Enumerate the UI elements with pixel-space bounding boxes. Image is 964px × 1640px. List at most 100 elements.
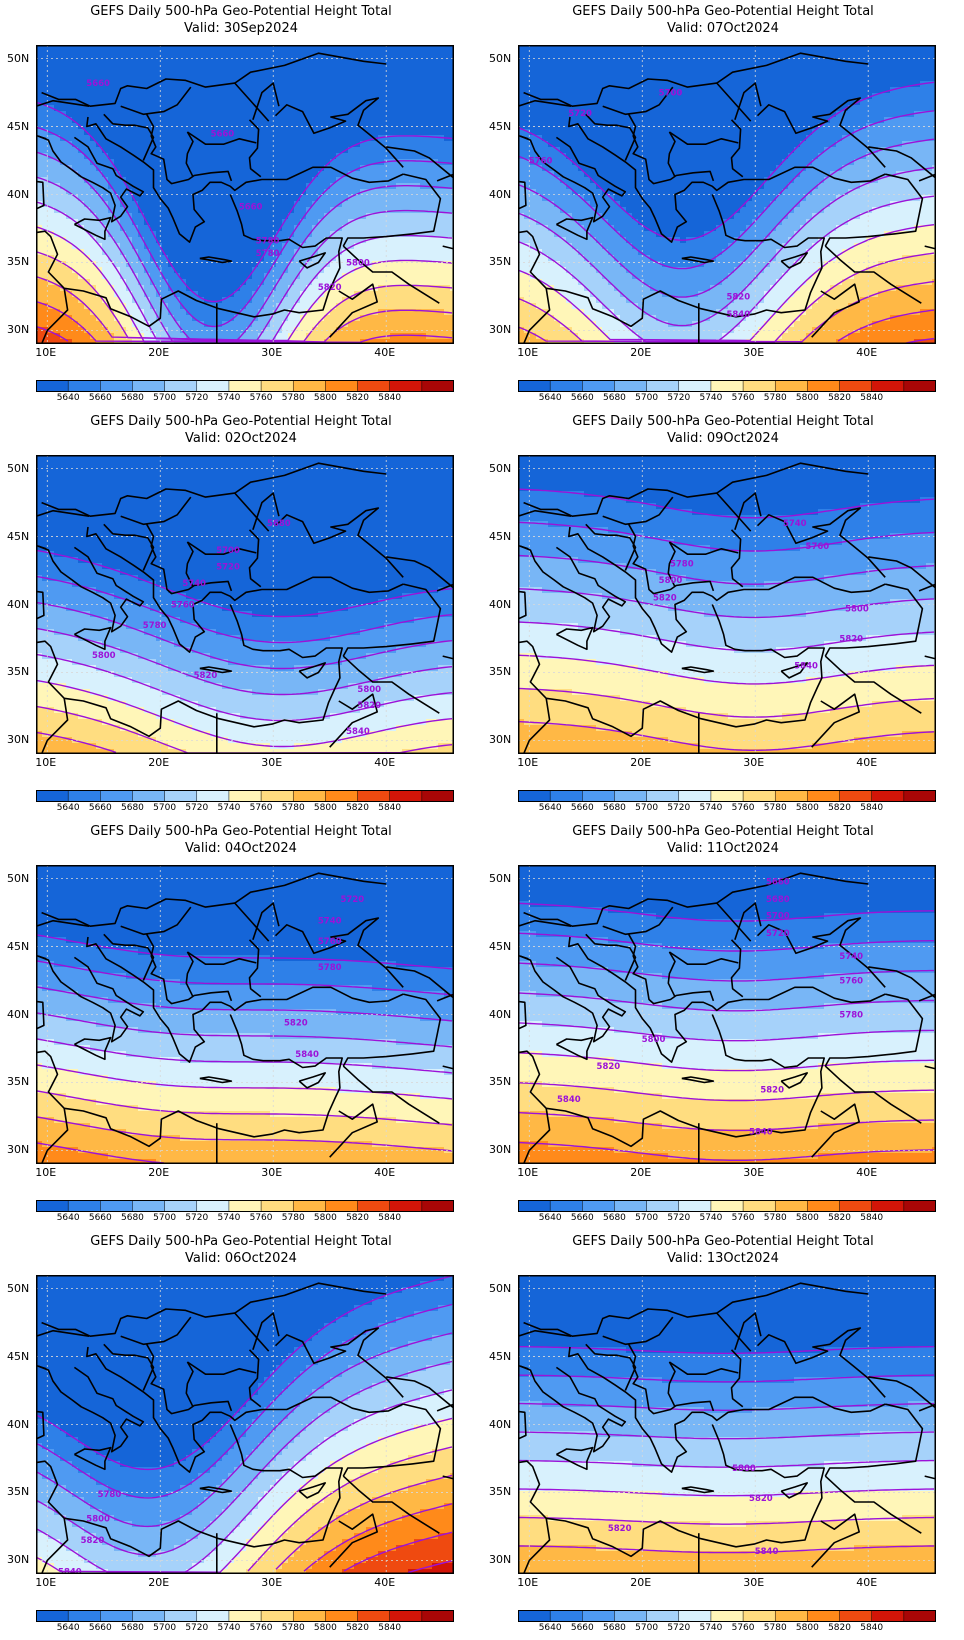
coastlines	[518, 52, 936, 344]
colorbar-swatch	[228, 1610, 262, 1622]
contour-label: 5680	[267, 519, 291, 529]
colorbar-label: 5840	[378, 803, 401, 813]
colorbar-swatch	[36, 1200, 69, 1212]
colorbar-swatch	[903, 1610, 936, 1622]
colorbar-label: 5760	[250, 803, 273, 813]
contour-labels: 5660 5660 5660 5780 5780 5800 5820	[86, 79, 370, 293]
colorbar-swatch	[903, 380, 936, 392]
colorbar-label: 5700	[635, 803, 658, 813]
colorbar-swatch	[710, 380, 744, 392]
contour-lines	[36, 549, 453, 754]
contour-label: 5820	[749, 1494, 773, 1504]
panel-title: GEFS Daily 500-hPa Geo-Potential Height …	[0, 4, 482, 19]
contour-label: 5820	[284, 1019, 308, 1029]
colorbar-swatch	[357, 1610, 391, 1622]
colorbar-label: 5680	[603, 393, 626, 403]
colorbar-label: 5840	[860, 393, 883, 403]
lon-label: 10E	[35, 1167, 56, 1179]
colorbar-swatch	[164, 1610, 198, 1622]
contour-label: 5760	[529, 157, 553, 167]
contour-5760	[518, 687, 935, 718]
panel-valid-date: Valid: 07Oct2024	[482, 21, 964, 36]
colorbar-swatch	[421, 1610, 454, 1622]
contour-5760	[518, 252, 935, 344]
colorbar-label: 5700	[153, 393, 176, 403]
colorbar-label: 5740	[217, 1623, 240, 1633]
colorbar-label: 5700	[153, 1623, 176, 1633]
lat-label: 40N	[7, 1418, 29, 1431]
contour-5700	[36, 176, 453, 343]
colorbar-label: 5840	[378, 1213, 401, 1223]
colorbar-label: 5720	[185, 393, 208, 403]
colorbar-swatch	[871, 790, 905, 802]
colorbar-swatch	[357, 1200, 391, 1212]
lat-label: 45N	[7, 1350, 29, 1363]
colorbar-label: 5780	[764, 393, 787, 403]
colorbar-swatch	[196, 790, 230, 802]
lon-label: 10E	[517, 1167, 538, 1179]
lon-label: 20E	[148, 1167, 169, 1179]
lon-label: 20E	[630, 347, 651, 359]
contour-5680	[36, 601, 453, 670]
colorbar-swatch	[774, 380, 809, 392]
contour-5700	[518, 588, 935, 619]
contour-label: 5720	[340, 895, 364, 905]
contour-5660	[36, 1303, 453, 1499]
contour-label: 5820	[597, 1062, 621, 1072]
colorbar-label: 5700	[153, 803, 176, 813]
contour-5740	[518, 1488, 935, 1497]
contour-5640	[36, 549, 453, 618]
lat-label: 50N	[489, 462, 511, 475]
contour-label: 5780	[839, 1011, 863, 1021]
map-panel: GEFS Daily 500-hPa Geo-Potential Height …	[0, 410, 482, 820]
colorbar-swatch	[196, 1200, 230, 1212]
contour-5780	[518, 1545, 934, 1554]
contour-5740	[36, 679, 453, 748]
lat-label: 40N	[7, 598, 29, 611]
colorbar-label: 5640	[57, 393, 80, 403]
contour-labels: 5740 5760 5780 5800 5820 5800 5820 5840	[653, 519, 869, 672]
colorbar-swatch	[646, 790, 680, 802]
lon-label: 10E	[35, 757, 56, 769]
colorbar-swatch	[292, 380, 327, 392]
lon-label: 20E	[148, 347, 169, 359]
colorbar-label: 5760	[732, 1623, 755, 1633]
lat-label: 50N	[489, 1282, 511, 1295]
lon-label: 40E	[856, 347, 877, 359]
contour-label: 5760	[839, 977, 863, 987]
colorbar-swatch	[228, 380, 262, 392]
contour-label: 5780	[318, 963, 342, 973]
contour-5720	[518, 195, 935, 343]
contour-label: 5800	[346, 258, 370, 268]
colorbar-label: 5660	[89, 803, 112, 813]
colorbar-label: 5760	[250, 393, 273, 403]
colorbar-label: 5740	[699, 803, 722, 813]
lat-label: 45N	[7, 120, 29, 133]
colorbar-label: 5700	[635, 1623, 658, 1633]
panel-title: GEFS Daily 500-hPa Geo-Potential Height …	[482, 1234, 964, 1249]
lon-label: 40E	[374, 1167, 395, 1179]
colorbar-swatch	[807, 790, 841, 802]
lat-label: 35N	[489, 256, 511, 268]
colorbar-swatch	[325, 1200, 359, 1212]
lat-label: 40N	[489, 598, 511, 611]
contour-label: 5740	[839, 952, 863, 962]
colorbar-label: 5660	[571, 393, 594, 403]
colorbar-label: 5760	[250, 1213, 273, 1223]
colorbar-swatch	[67, 1200, 101, 1212]
contour-label: 5800	[86, 1514, 110, 1524]
contour-5660	[518, 110, 935, 270]
colorbar-swatch	[196, 1610, 230, 1622]
lon-label: 10E	[35, 347, 56, 359]
contour-labels: 5700 5720 5760 5820 5840	[529, 89, 750, 321]
contour-label: 5820	[194, 671, 218, 681]
contour-label: 5840	[794, 662, 818, 672]
colorbar-swatch	[228, 790, 262, 802]
contour-5700	[518, 1431, 934, 1440]
colorbar-label: 5740	[217, 1213, 240, 1223]
colorbar-swatch	[549, 1610, 583, 1622]
contour-label: 5660	[86, 79, 110, 89]
colorbar-label: 5780	[282, 393, 305, 403]
colorbar-swatch	[678, 1610, 712, 1622]
contour-label: 5660	[239, 203, 263, 213]
